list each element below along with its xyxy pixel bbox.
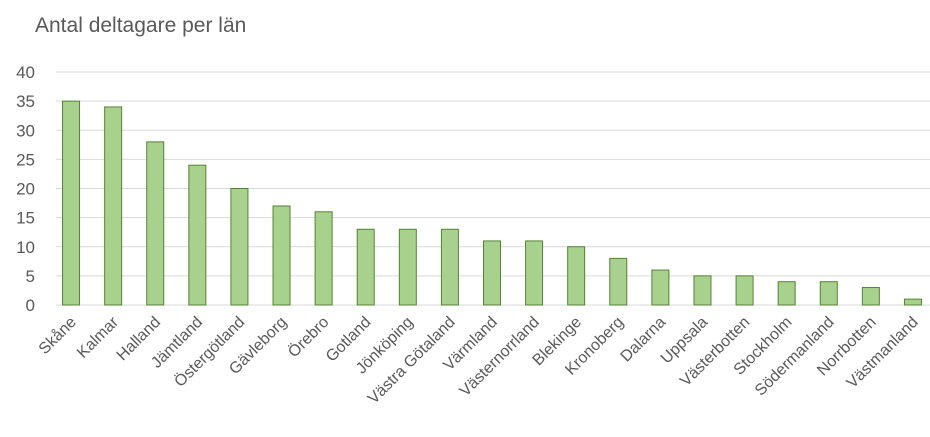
y-tick-label: 20 (16, 180, 35, 199)
bar-jönköping (398, 228, 417, 306)
bar-jämtland (188, 164, 207, 306)
y-tick-label: 5 (26, 267, 35, 286)
bar-kalmar (104, 106, 123, 306)
y-tick-label: 10 (16, 238, 35, 257)
chart-title: Antal deltagare per län (35, 14, 247, 37)
bar-uppsala (693, 275, 712, 306)
bars (62, 100, 922, 306)
x-tick-label: Skåne (35, 313, 80, 358)
y-axis-ticks: 0 5 10 15 20 25 30 35 40 (16, 63, 35, 315)
bar-stockholm (777, 281, 796, 306)
bar-västra-götaland (440, 228, 459, 306)
bar-halland (146, 141, 165, 306)
y-tick-label: 40 (16, 63, 35, 82)
bar-dalarna (651, 269, 670, 306)
y-tick-label: 0 (26, 296, 35, 315)
y-tick-label: 25 (16, 150, 35, 169)
y-tick-label: 30 (16, 121, 35, 140)
bar-östergötland (230, 188, 249, 306)
bar-kronoberg (609, 257, 628, 306)
x-axis-ticks: SkåneKalmarHallandJämtlandÖstergötlandGä… (35, 313, 922, 408)
bar-örebro (314, 211, 333, 306)
bar-skåne (62, 100, 81, 306)
bar-blekinge (567, 246, 586, 306)
bar-gävleborg (272, 205, 291, 306)
bar-södermanland (819, 281, 838, 306)
y-tick-label: 35 (16, 92, 35, 111)
bar-västmanland (903, 298, 922, 306)
y-tick-label: 15 (16, 209, 35, 228)
bar-värmland (483, 240, 501, 306)
bar-västerbotten (735, 275, 754, 306)
bar-västernorrland (525, 240, 544, 306)
bar-gotland (356, 228, 375, 306)
bar-norrbotten (861, 287, 880, 306)
